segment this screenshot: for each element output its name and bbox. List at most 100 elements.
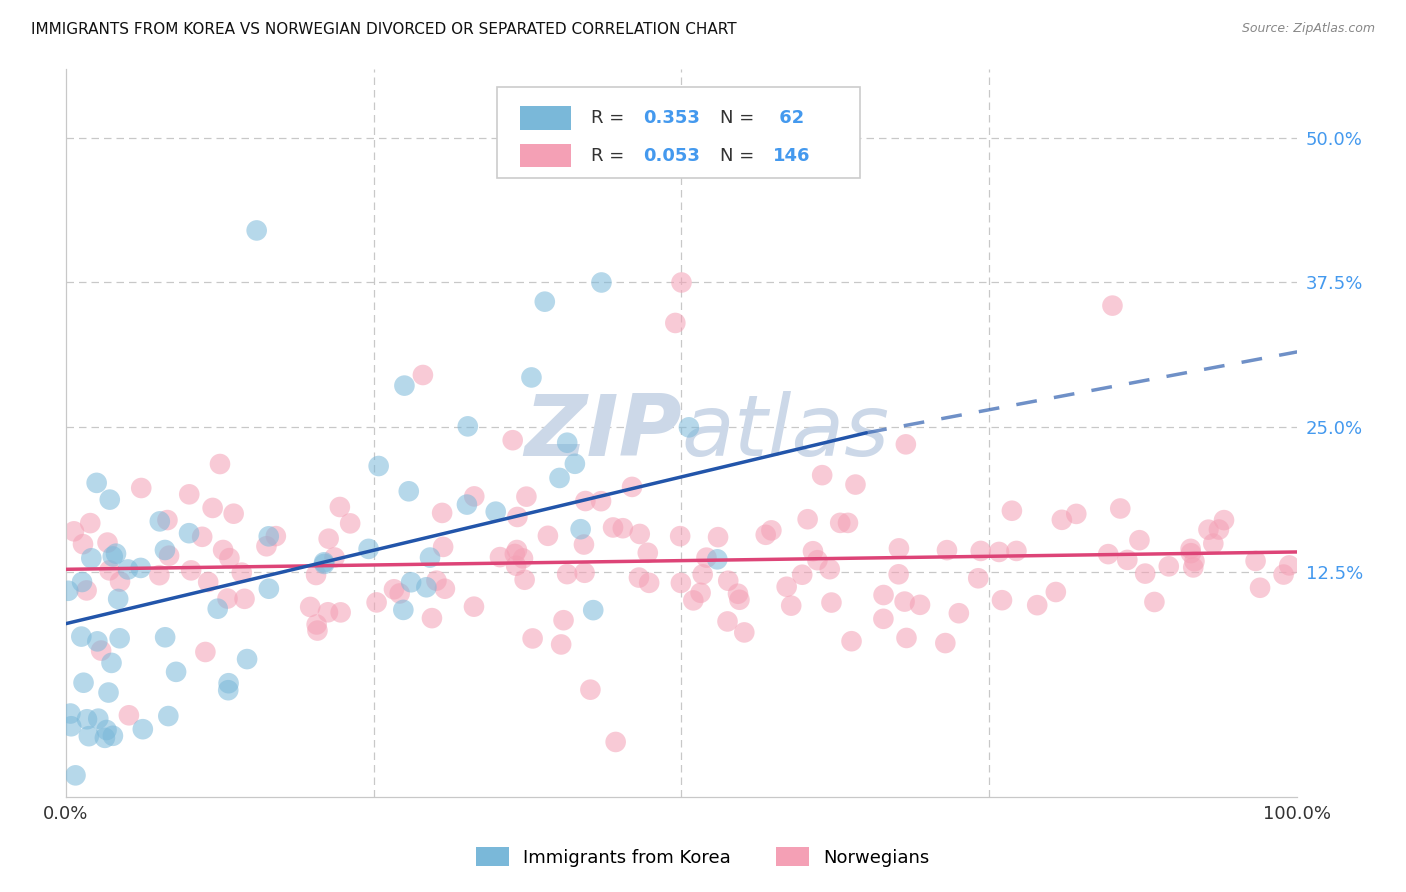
Point [574, 494, 596, 508]
Point [257, 582, 280, 596]
Point [419, 550, 441, 565]
Point [502, 434, 524, 448]
Point [100, 656, 122, 670]
Point [621, 480, 644, 494]
Point [706, 552, 728, 566]
Point [664, 316, 686, 330]
Point [218, 551, 240, 566]
Text: R =: R = [591, 147, 630, 165]
Point [208, 457, 231, 471]
Point [463, 489, 485, 503]
Point [218, 676, 240, 690]
Point [602, 520, 624, 534]
Point [564, 457, 586, 471]
Point [1101, 299, 1123, 313]
Point [733, 625, 755, 640]
Point [236, 652, 259, 666]
Point [148, 568, 170, 582]
Point [96, 535, 118, 549]
Point [1050, 513, 1073, 527]
Point [105, 547, 128, 561]
Point [692, 567, 714, 582]
Point [233, 591, 256, 606]
Point [129, 561, 152, 575]
Point [811, 468, 834, 483]
Point [1128, 533, 1150, 548]
Point [801, 544, 824, 558]
Text: 0.053: 0.053 [643, 147, 700, 165]
Legend: Immigrants from Korea, Norwegians: Immigrants from Korea, Norwegians [470, 840, 936, 874]
Point [1208, 523, 1230, 537]
Point [264, 529, 287, 543]
Point [316, 605, 339, 619]
Point [425, 574, 447, 588]
Point [695, 550, 717, 565]
Point [934, 636, 956, 650]
Point [1143, 595, 1166, 609]
Point [107, 591, 129, 606]
Point [339, 516, 361, 531]
Point [65, 768, 87, 782]
Text: R =: R = [591, 109, 630, 127]
Point [1272, 567, 1295, 582]
Point [165, 665, 187, 679]
Point [312, 555, 335, 569]
Point [194, 645, 217, 659]
Point [872, 588, 894, 602]
Point [1157, 559, 1180, 574]
Point [432, 540, 454, 554]
Point [512, 551, 534, 566]
Point [669, 529, 692, 543]
Text: atlas: atlas [682, 392, 890, 475]
Point [1116, 553, 1139, 567]
Point [117, 562, 139, 576]
Point [307, 624, 329, 638]
Point [398, 484, 420, 499]
Point [207, 601, 229, 615]
Point [58, 583, 80, 598]
Point [572, 537, 595, 551]
Point [1064, 507, 1087, 521]
Point [108, 574, 131, 589]
Point [108, 632, 131, 646]
Point [489, 550, 512, 565]
Point [506, 510, 529, 524]
Point [550, 637, 572, 651]
Point [299, 599, 322, 614]
Point [60, 719, 83, 733]
Point [717, 574, 740, 588]
Point [582, 603, 605, 617]
Point [87, 712, 110, 726]
Point [1180, 541, 1202, 556]
Point [806, 553, 828, 567]
Point [591, 276, 613, 290]
Point [638, 575, 661, 590]
Point [420, 611, 443, 625]
FancyBboxPatch shape [520, 145, 571, 168]
Point [605, 735, 627, 749]
Point [388, 586, 411, 600]
Point [775, 580, 797, 594]
Point [818, 562, 841, 576]
FancyBboxPatch shape [520, 106, 571, 129]
Point [177, 526, 200, 541]
Point [329, 606, 352, 620]
Point [76, 712, 98, 726]
Point [520, 370, 543, 384]
Point [872, 612, 894, 626]
Point [366, 595, 388, 609]
Point [970, 544, 993, 558]
Point [72, 537, 94, 551]
Point [157, 709, 180, 723]
Point [70, 574, 93, 589]
Point [217, 683, 239, 698]
Point [118, 708, 141, 723]
Point [1184, 554, 1206, 568]
Point [1133, 566, 1156, 581]
Text: Source: ZipAtlas.com: Source: ZipAtlas.com [1241, 22, 1375, 36]
Point [503, 547, 526, 561]
Point [844, 477, 866, 491]
Text: ZIP: ZIP [524, 392, 682, 475]
Point [191, 530, 214, 544]
Point [179, 487, 201, 501]
